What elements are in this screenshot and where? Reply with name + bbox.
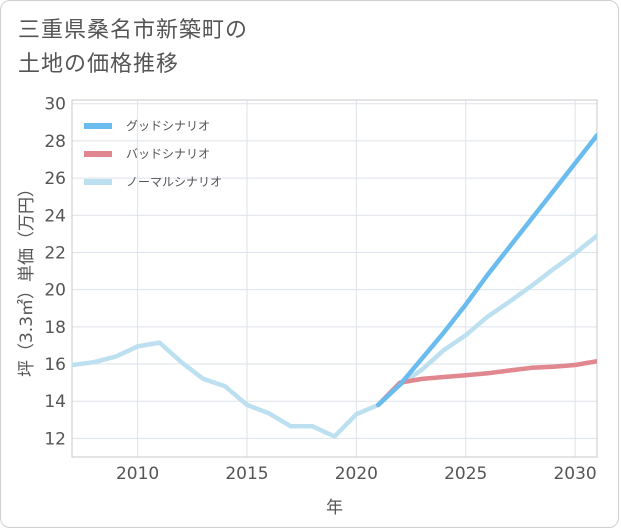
plot-frame (71, 99, 598, 458)
y-tick-label: 20 (44, 281, 66, 301)
legend-label: バッドシナリオ (126, 147, 210, 161)
legend-label: ノーマルシナリオ (126, 175, 222, 189)
series-line (376, 358, 597, 408)
x-axis-ticks: 2010 2015 2020 2025 2030 (116, 464, 597, 484)
x-tick-label: 2025 (444, 464, 487, 484)
series-line (376, 133, 597, 408)
y-axis-label: 坪（3.3㎡）単価（万円） (17, 180, 37, 377)
page-title: 三重県桑名市新築町の 土地の価格推移 (18, 18, 249, 77)
y-tick-label: 24 (44, 206, 66, 226)
y-tick-label: 28 (44, 132, 66, 152)
y-axis-ticks: 12 14 16 18 20 22 24 26 28 30 (44, 95, 66, 450)
y-tick-label: 12 (44, 429, 66, 449)
y-tick-label: 16 (44, 355, 66, 375)
y-tick-label: 22 (44, 243, 66, 263)
x-tick-label: 2020 (335, 464, 378, 484)
x-tick-label: 2015 (225, 464, 268, 484)
grid (72, 100, 597, 457)
y-tick-label: 30 (44, 95, 66, 115)
y-tick-label: 26 (44, 169, 66, 189)
y-tick-label: 14 (44, 392, 66, 412)
x-tick-label: 2010 (116, 464, 159, 484)
series-lines (72, 133, 597, 439)
legend-label: グッドシナリオ (126, 119, 210, 133)
series-line (72, 233, 597, 439)
y-tick-label: 18 (44, 318, 66, 338)
x-axis-label: 年 (326, 498, 343, 518)
x-tick-label: 2030 (553, 464, 596, 484)
